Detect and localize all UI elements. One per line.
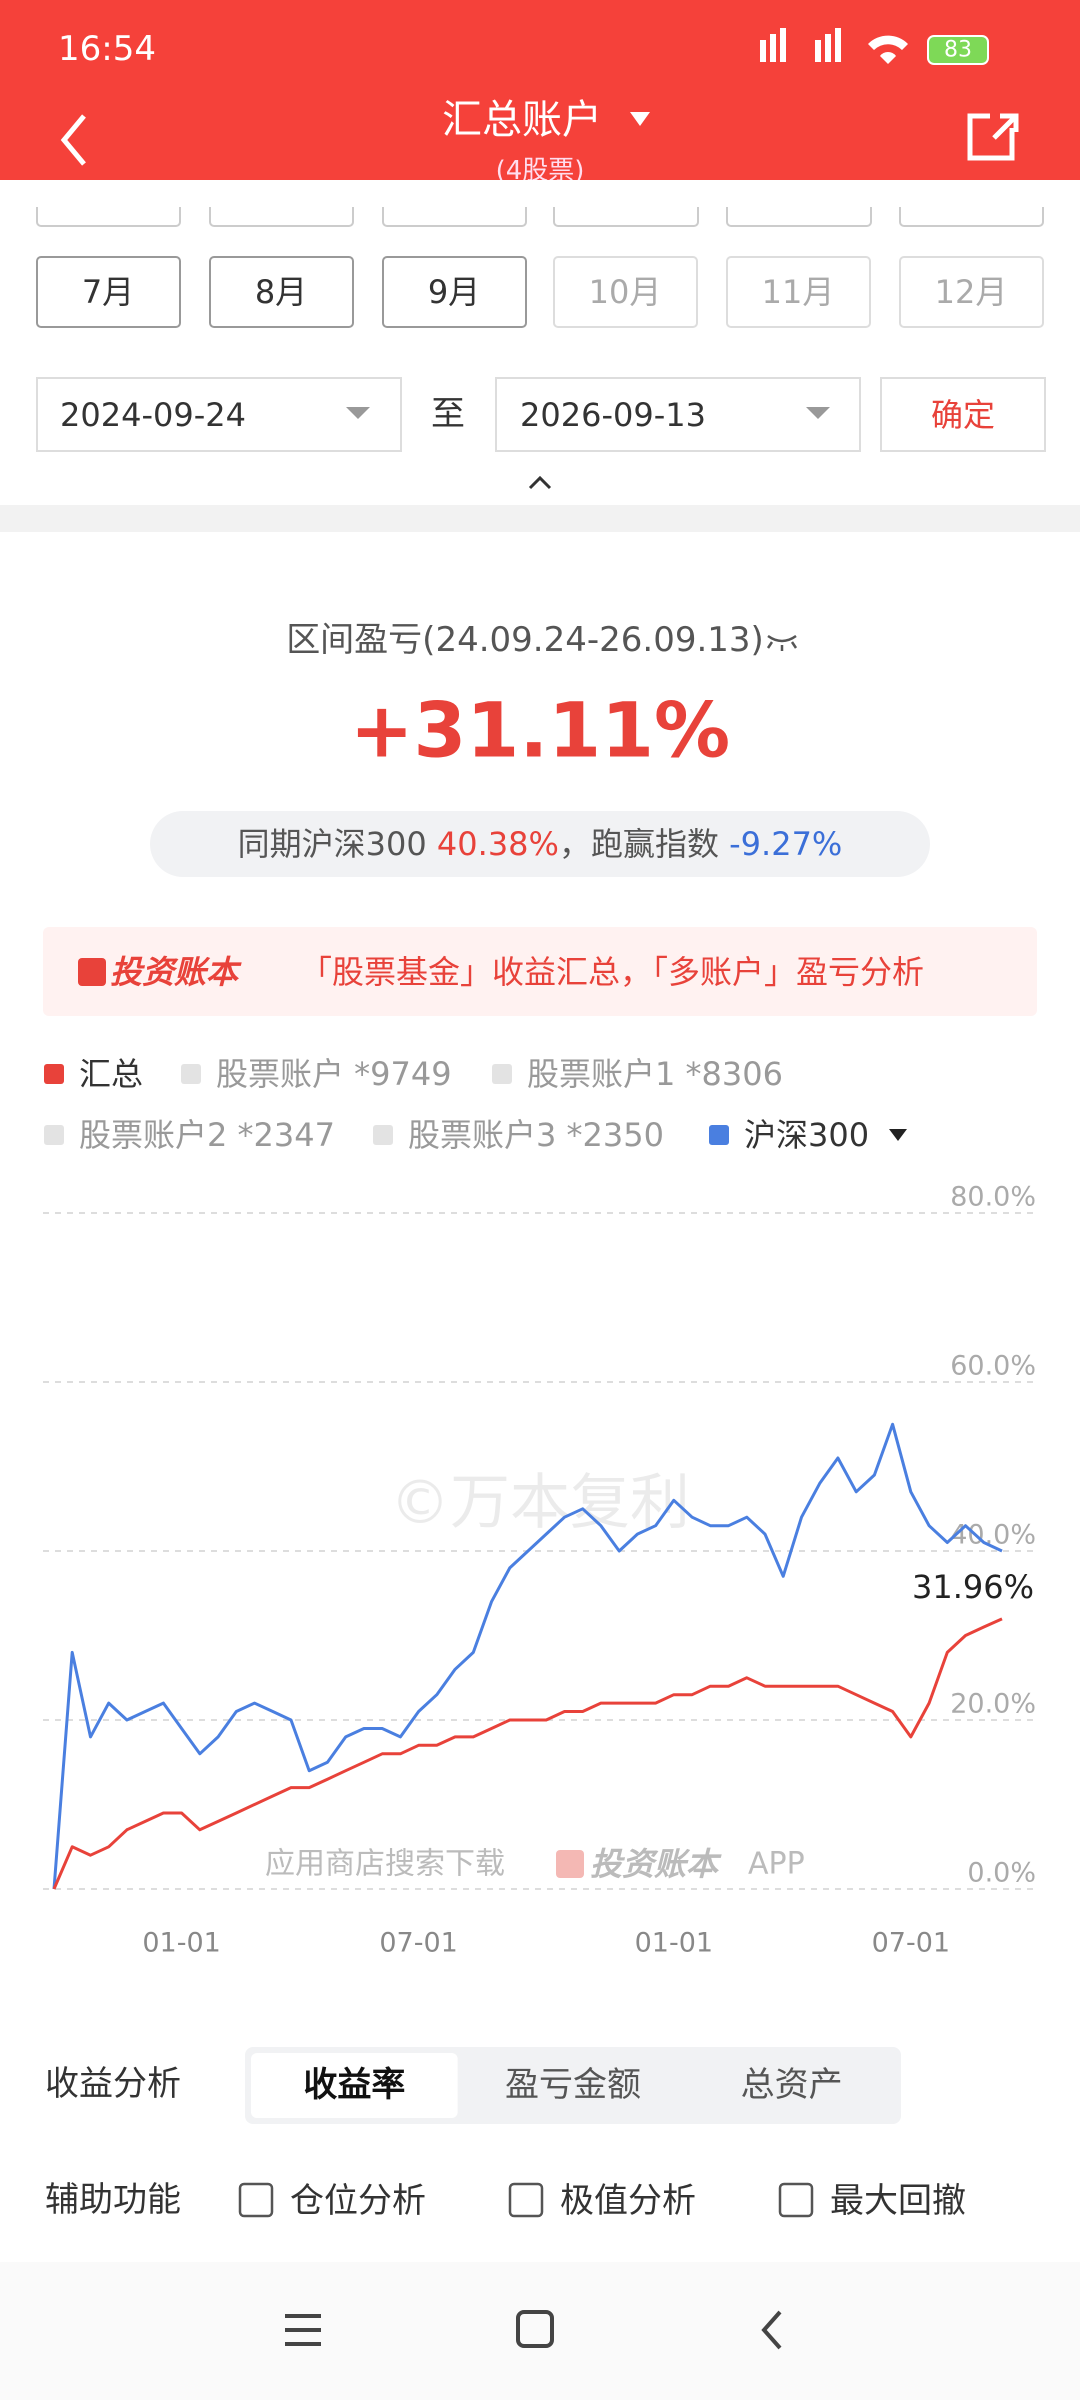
legend-swatch[interactable] [44, 1125, 64, 1145]
clock: 16:54 [58, 29, 156, 69]
range-separator: 至 [431, 394, 465, 434]
checkbox-label[interactable]: 仓位分析 [290, 2181, 426, 2221]
end-date-box[interactable] [495, 377, 861, 452]
month-label: 12月 [935, 273, 1008, 311]
month-button[interactable] [36, 256, 181, 328]
month-button [899, 256, 1044, 328]
beat-label: ，跑赢指数 [559, 825, 729, 863]
promo-banner[interactable] [43, 927, 1037, 1016]
footer-brand: 投资账本 [590, 1845, 722, 1883]
tools-label: 辅助功能 [45, 2180, 181, 2220]
checkbox[interactable] [238, 2182, 274, 2218]
tabs: 收益率 盈亏金额 总资产 [251, 2053, 843, 2118]
dropdown-icon [630, 112, 650, 126]
chart: 汇总 股票账户 *9749 股票账户1 *8306 股票账户2 *2347 股票账户3 … [43, 1055, 1037, 1959]
home-button[interactable] [516, 2310, 554, 2348]
legend-label[interactable]: 股票账户1 *8306 [527, 1055, 783, 1093]
y-tick-label: 20.0% [950, 1689, 1036, 1720]
month-label[interactable]: 7月 [82, 273, 134, 311]
back-nav-button[interactable] [761, 2310, 782, 2350]
collapse-icon[interactable] [528, 475, 552, 490]
month-picker: 7月 8月 9月 10月 11月 12月 [0, 180, 1080, 328]
dropdown-icon [806, 407, 830, 419]
checkbox-label[interactable]: 极值分析 [560, 2181, 696, 2221]
brand-name: 投资账本 [110, 953, 242, 991]
month-label: 10月 [589, 273, 662, 311]
month-label[interactable]: 8月 [255, 273, 307, 311]
month-button[interactable] [209, 256, 354, 328]
menu-button[interactable] [285, 2314, 321, 2346]
series-line [52, 1617, 1003, 1890]
page-title[interactable]: 汇总账户 [442, 97, 602, 143]
legend-label[interactable]: 汇总 [79, 1055, 143, 1093]
start-date[interactable]: 2024-09-24 [60, 396, 246, 434]
tab-label[interactable]: 盈亏金额 [505, 2065, 641, 2105]
compare-text: 同期沪深300 40.38%，跑赢指数 -9.27% [238, 825, 843, 863]
divider [0, 505, 1080, 532]
y-tick-label: 80.0% [950, 1182, 1036, 1213]
legend-label[interactable]: 股票账户3 *2350 [408, 1116, 664, 1154]
legend-swatch[interactable] [181, 1064, 201, 1084]
x-tick-label: 07-01 [872, 1928, 950, 1959]
footer-text: 应用商店搜索下载 [265, 1847, 505, 1882]
y-tick-label: 0.0% [967, 1858, 1036, 1889]
watermark: ©万本复利 [390, 1468, 690, 1538]
month-button[interactable] [382, 256, 527, 328]
month-label[interactable]: 9月 [428, 273, 480, 311]
legend-label[interactable]: 沪深300 [744, 1116, 869, 1154]
legend-swatch[interactable] [492, 1064, 512, 1084]
confirm-button[interactable] [880, 377, 1046, 452]
app-bar [0, 0, 1080, 207]
legend-swatch[interactable] [709, 1125, 729, 1145]
index-return: 40.38% [437, 825, 559, 863]
compare-pill [150, 811, 930, 877]
series-line [52, 1422, 1003, 1890]
compare-label: 同期沪深300 [238, 825, 437, 863]
legend-swatch[interactable] [373, 1125, 393, 1145]
confirm-label[interactable]: 确定 [931, 396, 995, 434]
hide-icon[interactable] [766, 634, 798, 651]
x-tick-label: 01-01 [635, 1928, 713, 1959]
back-button[interactable] [60, 114, 86, 166]
analysis-label: 收益分析 [45, 2064, 181, 2104]
legend-dropdown[interactable] [889, 1129, 907, 1141]
legend-swatch[interactable] [44, 1064, 64, 1084]
tab-label[interactable]: 收益率 [303, 2065, 405, 2105]
start-date-box[interactable] [36, 377, 402, 452]
legend-label[interactable]: 股票账户 *9749 [216, 1055, 452, 1093]
excess-return: -9.27% [729, 825, 842, 863]
data-label: 31.96% [912, 1568, 1034, 1606]
checkbox[interactable] [508, 2182, 544, 2218]
nav-bar [0, 2262, 1080, 2400]
signal-icons [760, 28, 908, 64]
footer-logo [556, 1850, 584, 1878]
tab-label[interactable]: 总资产 [741, 2065, 843, 2105]
share-button[interactable] [967, 113, 1019, 161]
battery [927, 35, 989, 65]
battery-level: 83 [944, 38, 972, 63]
month-button [726, 256, 871, 328]
y-tick-label: 60.0% [950, 1351, 1036, 1382]
footer-suffix: APP [748, 1847, 805, 1882]
end-date[interactable]: 2026-09-13 [520, 396, 706, 434]
checkbox-label[interactable]: 最大回撤 [830, 2181, 966, 2221]
nav-buttons [285, 2310, 782, 2350]
period-return: +31.11% [350, 686, 730, 775]
dropdown-icon [346, 407, 370, 419]
tab-selected[interactable] [251, 2053, 458, 2118]
x-tick-label: 01-01 [142, 1928, 220, 1959]
checkbox[interactable] [778, 2182, 814, 2218]
legend-label[interactable]: 股票账户2 *2347 [79, 1116, 335, 1154]
tool-options: 仓位分析 极值分析 最大回撤 [238, 2181, 966, 2221]
period-label: 区间盈亏(24.09.24-26.09.13) [286, 620, 764, 660]
brand-logo [78, 958, 106, 986]
x-tick-label: 07-01 [379, 1928, 457, 1959]
month-button [553, 256, 698, 328]
month-label: 11月 [762, 273, 835, 311]
banner-text: 「股票基金」收益汇总，「多账户」盈亏分析 [300, 953, 924, 991]
